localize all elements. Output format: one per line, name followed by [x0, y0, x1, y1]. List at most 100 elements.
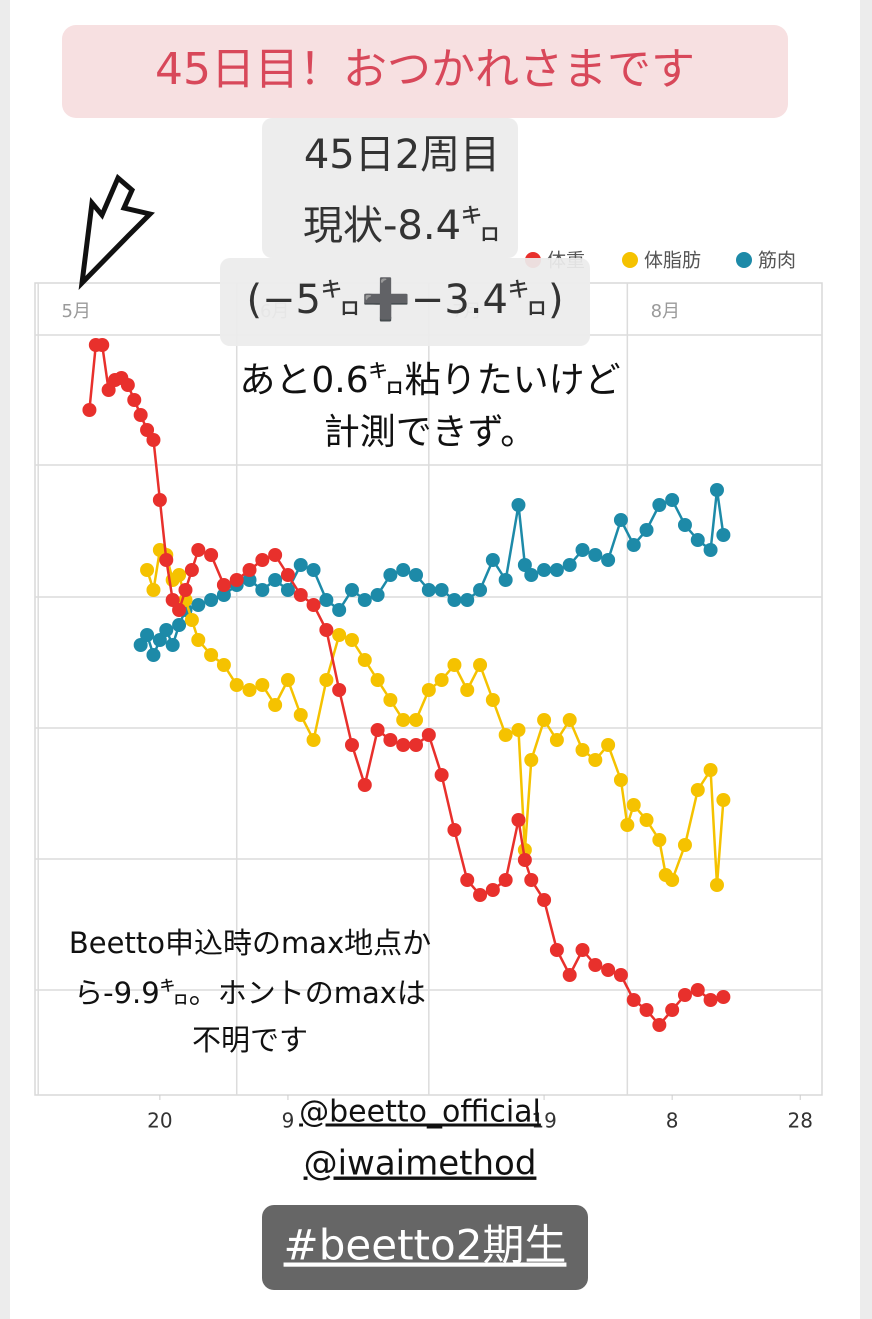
- data-point: [396, 738, 411, 752]
- credit: @iwaimethod: [304, 1144, 537, 1184]
- note-line: あと0.6㌔粘りたいけど: [239, 360, 620, 401]
- data-point: [434, 673, 449, 687]
- data-point: [709, 878, 724, 892]
- data-point: [665, 493, 680, 507]
- data-point: [242, 683, 257, 697]
- data-point: [133, 408, 148, 422]
- data-point: [601, 738, 616, 752]
- data-point: [370, 723, 385, 737]
- data-point: [293, 558, 308, 572]
- data-point: [146, 583, 161, 597]
- data-point: [639, 1003, 654, 1017]
- data-point: [677, 988, 692, 1002]
- credit: @beetto_official: [299, 1095, 541, 1130]
- data-point: [216, 658, 231, 672]
- data-point: [165, 638, 180, 652]
- status-line: 現状-8.4㌔: [303, 203, 501, 249]
- data-point: [434, 583, 449, 597]
- data-point: [152, 493, 167, 507]
- data-point: [703, 993, 718, 1007]
- data-point: [357, 778, 372, 792]
- data-point: [620, 818, 635, 832]
- data-point: [191, 598, 206, 612]
- data-point: [485, 553, 500, 567]
- status-box: [220, 258, 590, 346]
- data-point: [319, 593, 334, 607]
- data-point: [204, 648, 219, 662]
- data-point: [524, 753, 539, 767]
- data-point: [242, 563, 257, 577]
- data-point: [383, 568, 398, 582]
- data-point: [332, 603, 347, 617]
- data-point: [332, 628, 347, 642]
- data-point: [460, 873, 475, 887]
- data-point: [517, 853, 532, 867]
- data-point: [172, 568, 187, 582]
- data-point: [575, 743, 590, 757]
- data-point: [511, 498, 526, 512]
- data-point: [626, 798, 641, 812]
- data-point: [409, 713, 424, 727]
- status-line: (−5㌔➕−3.4㌔): [246, 276, 563, 323]
- data-point: [146, 433, 161, 447]
- banner-box: [62, 25, 788, 118]
- data-point: [639, 813, 654, 827]
- data-point: [120, 378, 135, 392]
- data-point: [140, 563, 155, 577]
- data-point: [159, 553, 174, 567]
- data-point: [447, 823, 462, 837]
- data-point: [473, 583, 488, 597]
- data-point: [370, 673, 385, 687]
- data-point: [306, 563, 321, 577]
- data-point: [178, 583, 193, 597]
- plot: 5月6月7月8月20919828: [34, 282, 823, 1133]
- data-point: [601, 963, 616, 977]
- data-point: [319, 673, 334, 687]
- data-point: [498, 573, 513, 587]
- month-label: 8月: [651, 301, 680, 322]
- month-label: 5月: [61, 301, 90, 322]
- data-point: [95, 338, 110, 352]
- arrow-icon: [78, 173, 155, 291]
- data-point: [665, 873, 680, 887]
- data-point: [665, 1003, 680, 1017]
- data-point: [127, 393, 142, 407]
- data-point: [613, 968, 628, 982]
- data-point: [447, 658, 462, 672]
- data-point: [396, 713, 411, 727]
- data-point: [652, 833, 667, 847]
- data-point: [396, 563, 411, 577]
- data-point: [613, 773, 628, 787]
- data-point: [268, 573, 283, 587]
- legend-swatch: [736, 252, 752, 268]
- data-point: [709, 483, 724, 497]
- data-point: [146, 648, 161, 662]
- data-point: [460, 593, 475, 607]
- data-point: [268, 698, 283, 712]
- status-line: 45日2周目: [304, 132, 500, 178]
- data-point: [562, 968, 577, 982]
- data-point: [485, 693, 500, 707]
- data-point: [716, 990, 731, 1004]
- legend-label: 体脂肪: [644, 250, 701, 272]
- data-point: [255, 553, 270, 567]
- data-point: [524, 568, 539, 582]
- side-border: [0, 0, 10, 1319]
- data-point: [204, 548, 219, 562]
- data-point: [517, 843, 532, 857]
- banner-text: 45日目！おつかれさまです: [155, 44, 695, 95]
- remark-line: Beetto申込時のmax地点か: [69, 926, 431, 960]
- data-point: [588, 958, 603, 972]
- data-point: [421, 683, 436, 697]
- data-point: [140, 628, 155, 642]
- x-tick-label: 9: [282, 1109, 295, 1133]
- data-point: [690, 533, 705, 547]
- x-tick-label: 19: [531, 1109, 556, 1133]
- data-point: [172, 618, 187, 632]
- data-point: [537, 563, 552, 577]
- data-point: [216, 588, 231, 602]
- data-point: [639, 523, 654, 537]
- data-point: [165, 593, 180, 607]
- data-point: [421, 583, 436, 597]
